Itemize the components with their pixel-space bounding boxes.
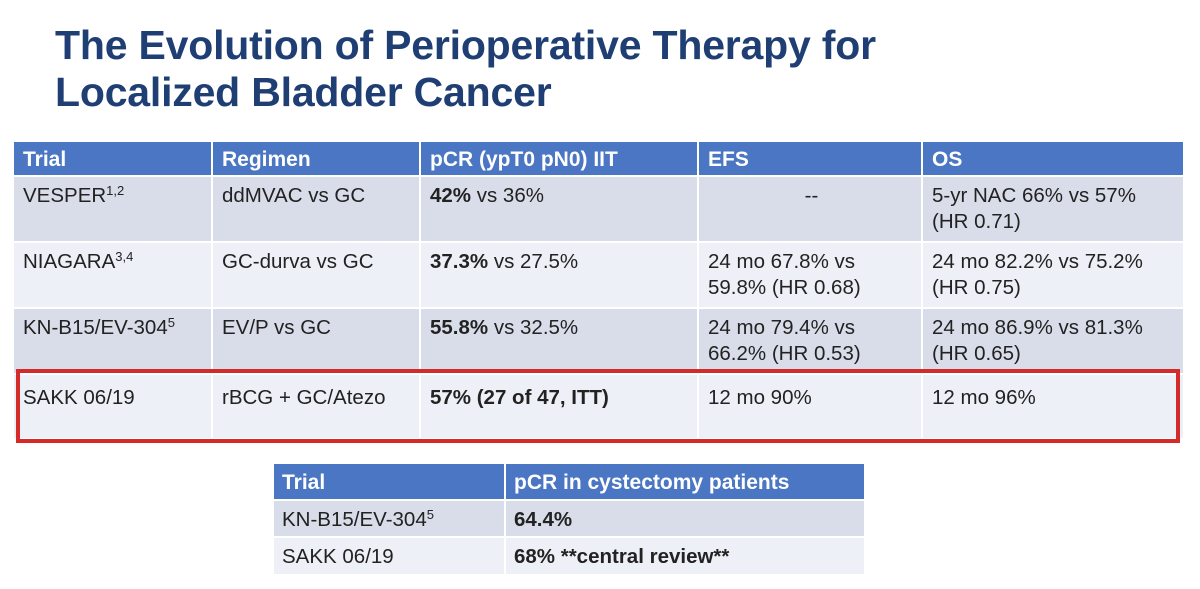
cell-trial: KN-B15/EV-3045 <box>14 307 213 374</box>
pcr-value: 55.8% <box>430 316 489 339</box>
trials-table-header: Trial Regimen pCR (ypT0 pN0) IIT EFS OS <box>14 142 1185 176</box>
reference-superscript: 1,2 <box>106 183 125 198</box>
cell-os: 24 mo 86.9% vs 81.3% (HR 0.65) <box>922 307 1185 374</box>
cell-efs: 24 mo 79.4% vs 66.2% (HR 0.53) <box>698 307 923 374</box>
os-line-1: 5-yr NAC 66% vs 57% <box>932 184 1136 207</box>
cell-efs: -- <box>698 175 923 242</box>
cell-regimen: ddMVAC vs GC <box>212 175 421 242</box>
cell-efs: 12 mo 90% <box>698 373 923 438</box>
highlight-box <box>16 369 1180 443</box>
reference-superscript: 3,4 <box>115 249 134 264</box>
slide-title-line-2: Localized Bladder Cancer <box>55 69 552 115</box>
cell-pcr: 64.4% <box>505 499 866 537</box>
trials-table: Trial Regimen pCR (ypT0 pN0) IIT EFS OS … <box>14 142 1185 438</box>
cell-regimen: EV/P vs GC <box>212 307 421 374</box>
efs-line-1: 24 mo 79.4% vs <box>708 316 855 339</box>
os-line-2: (HR 0.65) <box>932 342 1021 365</box>
trial-name: VESPER <box>23 184 107 207</box>
efs-line-2: 66.2% (HR 0.53) <box>708 342 861 365</box>
cell-pcr: 68% **central review** <box>505 536 866 574</box>
pcr-comparison: vs 32.5% <box>488 316 579 339</box>
cystectomy-pcr-table: Trial pCR in cystectomy patients KN-B15/… <box>274 464 866 574</box>
cell-os: 5-yr NAC 66% vs 57% (HR 0.71) <box>922 175 1185 242</box>
os-line-1: 24 mo 86.9% vs 81.3% <box>932 316 1143 339</box>
pcr-value: 37.3% <box>430 250 489 273</box>
os-line-2: (HR 0.75) <box>932 276 1021 299</box>
pcr-value: 68% **central review** <box>514 545 730 568</box>
table-row-highlighted: SAKK 06/19 rBCG + GC/Atezo 57% (27 of 47… <box>14 373 1185 438</box>
trial-name: SAKK 06/19 <box>23 386 135 409</box>
cell-trial: VESPER1,2 <box>14 175 213 242</box>
cell-trial: SAKK 06/19 <box>274 536 506 574</box>
efs-line-2: 59.8% (HR 0.68) <box>708 276 861 299</box>
cell-pcr: 57% (27 of 47, ITT) <box>420 373 699 438</box>
header-trial: Trial <box>14 142 213 176</box>
trial-name: NIAGARA <box>23 250 116 273</box>
pcr-value: 42% <box>430 184 472 207</box>
cell-trial: SAKK 06/19 <box>14 373 213 438</box>
pcr-value: 57% (27 of 47, ITT) <box>430 386 609 409</box>
cell-os: 12 mo 96% <box>922 373 1185 438</box>
cell-pcr: 42% vs 36% <box>420 175 699 242</box>
os-line-2: (HR 0.71) <box>932 210 1021 233</box>
cell-trial: NIAGARA3,4 <box>14 241 213 308</box>
header-pcr: pCR (ypT0 pN0) IIT <box>420 142 699 176</box>
reference-superscript: 5 <box>167 315 175 330</box>
cell-pcr: 55.8% vs 32.5% <box>420 307 699 374</box>
header-pcr-cystectomy: pCR in cystectomy patients <box>505 464 866 500</box>
cell-efs: 24 mo 67.8% vs 59.8% (HR 0.68) <box>698 241 923 308</box>
header-os: OS <box>922 142 1185 176</box>
table-row: NIAGARA3,4 GC-durva vs GC 37.3% vs 27.5%… <box>14 241 1185 308</box>
pcr-value: 64.4% <box>514 508 573 531</box>
cell-trial: KN-B15/EV-3045 <box>274 499 506 537</box>
slide-title: The Evolution of Perioperative Therapy f… <box>55 22 1155 116</box>
table-row: SAKK 06/19 68% **central review** <box>274 536 866 574</box>
efs-line-1: 24 mo 67.8% vs <box>708 250 855 273</box>
table-row: VESPER1,2 ddMVAC vs GC 42% vs 36% -- 5-y… <box>14 175 1185 242</box>
trial-name: KN-B15/EV-304 <box>282 508 427 531</box>
pcr-comparison: vs 27.5% <box>488 250 579 273</box>
header-trial: Trial <box>274 464 506 500</box>
cell-os: 24 mo 82.2% vs 75.2% (HR 0.75) <box>922 241 1185 308</box>
cell-regimen: rBCG + GC/Atezo <box>212 373 421 438</box>
slide-title-line-1: The Evolution of Perioperative Therapy f… <box>55 22 876 68</box>
table-row: KN-B15/EV-3045 EV/P vs GC 55.8% vs 32.5%… <box>14 307 1185 374</box>
cell-pcr: 37.3% vs 27.5% <box>420 241 699 308</box>
reference-superscript: 5 <box>426 507 434 522</box>
pcr-comparison: vs 36% <box>471 184 544 207</box>
header-regimen: Regimen <box>212 142 421 176</box>
cell-regimen: GC-durva vs GC <box>212 241 421 308</box>
header-efs: EFS <box>698 142 923 176</box>
cystectomy-table-header: Trial pCR in cystectomy patients <box>274 464 866 500</box>
trial-name: KN-B15/EV-304 <box>23 316 168 339</box>
os-line-1: 24 mo 82.2% vs 75.2% <box>932 250 1143 273</box>
table-row: KN-B15/EV-3045 64.4% <box>274 499 866 537</box>
